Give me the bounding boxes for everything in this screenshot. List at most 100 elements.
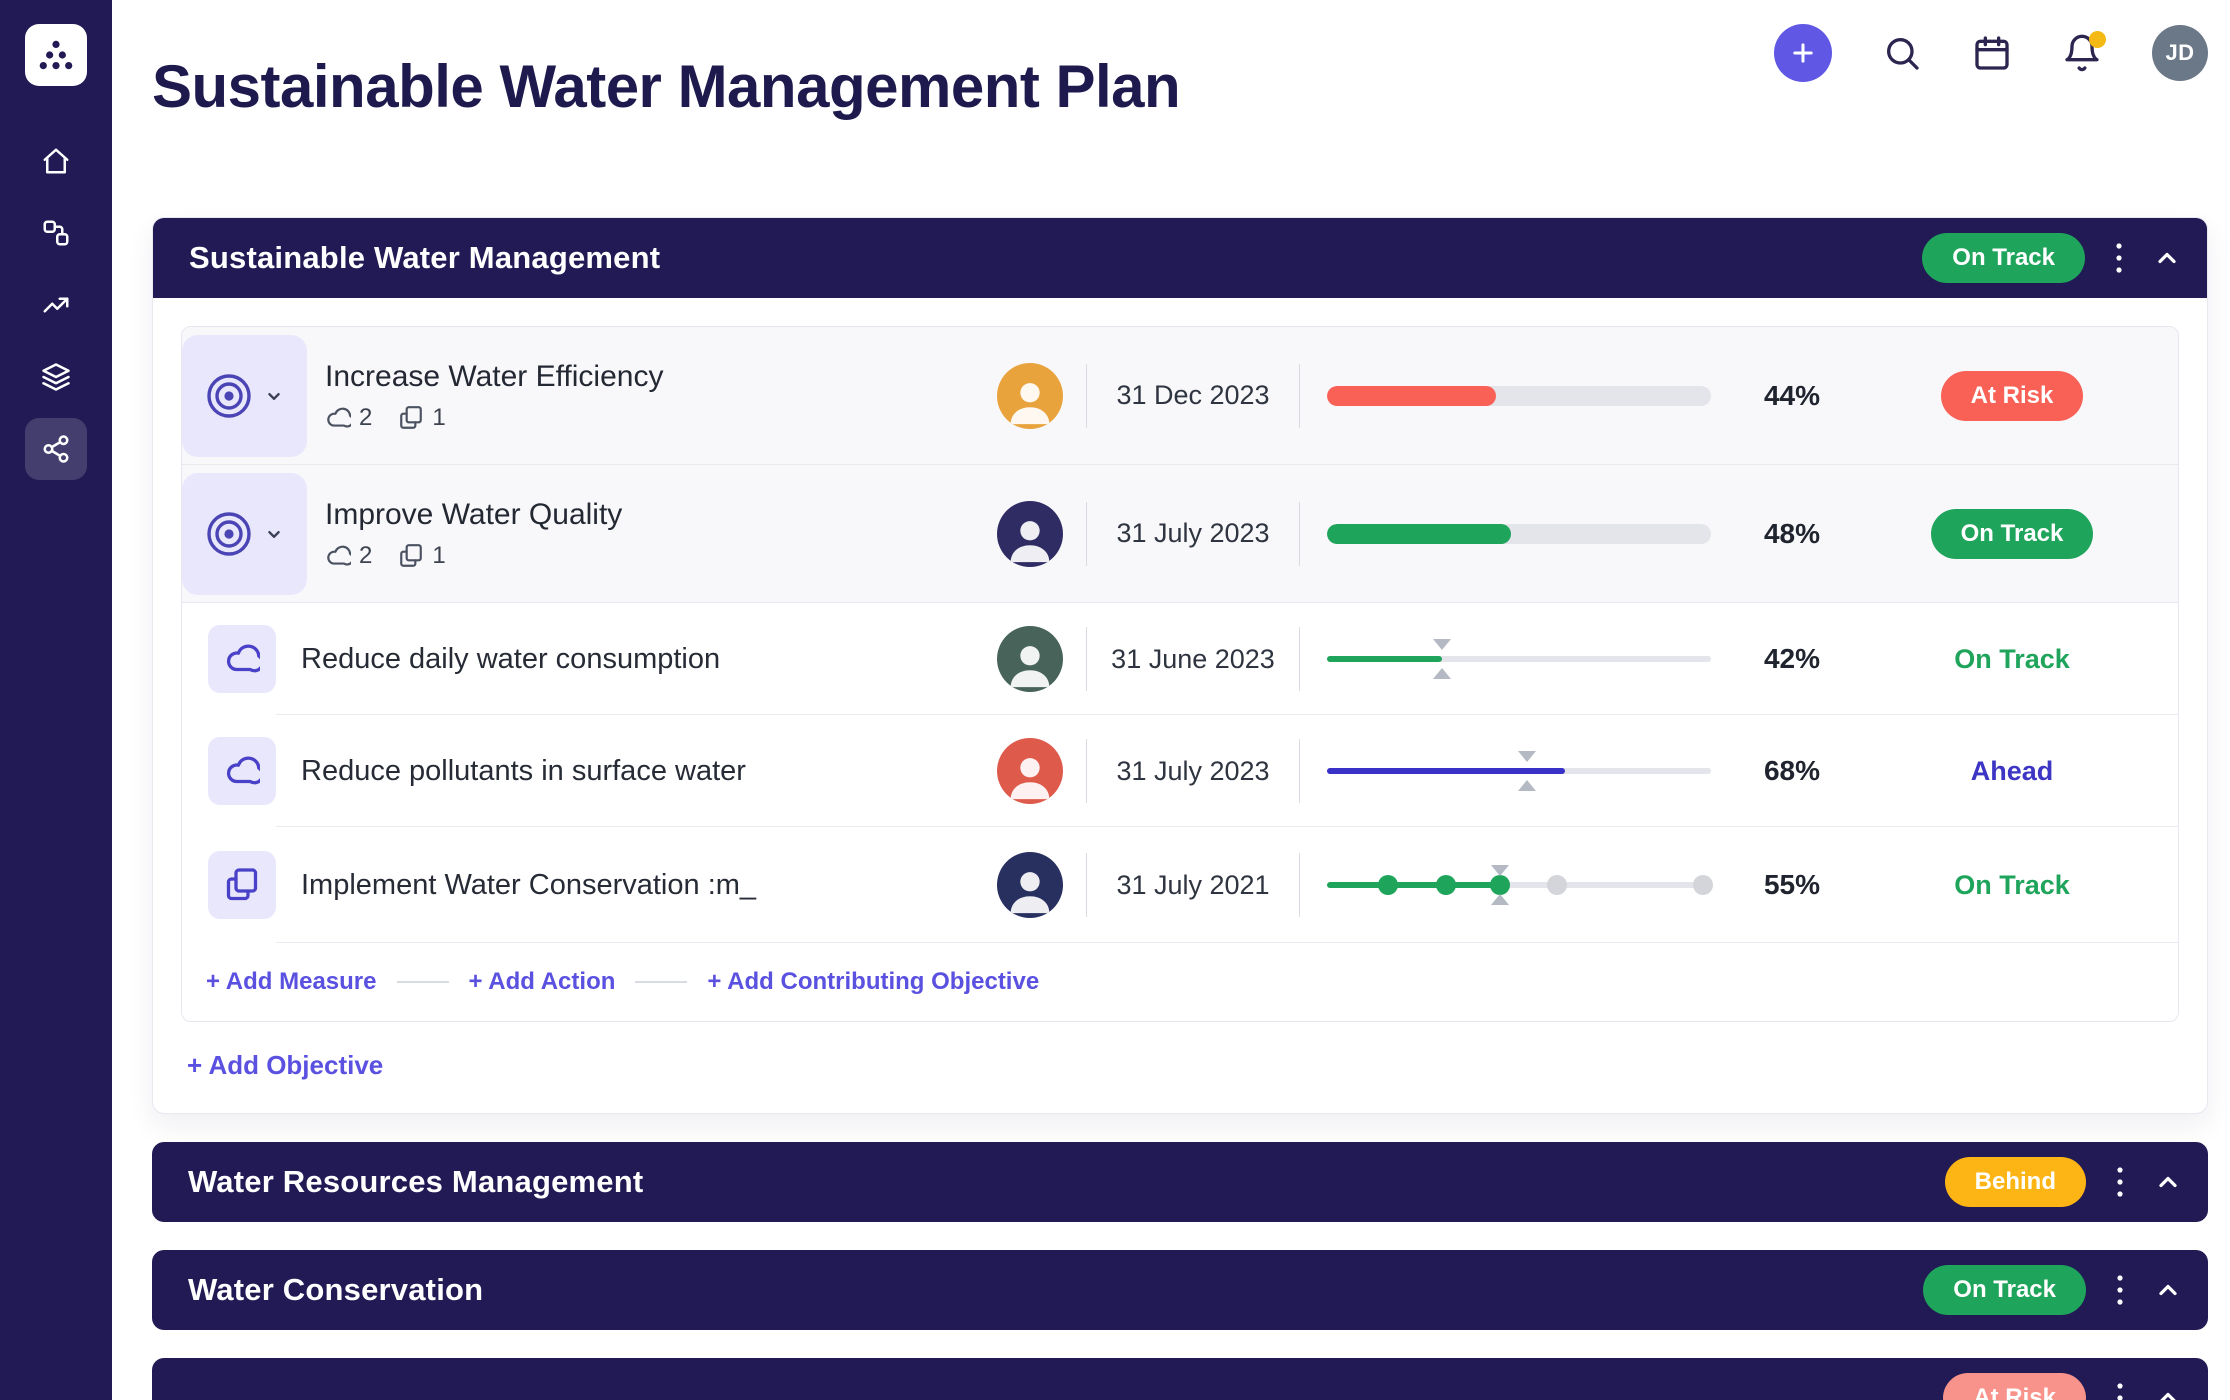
objective-expand-toggle[interactable] — [182, 472, 307, 595]
kebab-menu[interactable] — [2114, 1273, 2126, 1307]
add-button[interactable] — [1774, 24, 1832, 82]
objective-expand-toggle[interactable] — [182, 334, 307, 457]
sidebar-item-trends[interactable] — [25, 274, 87, 336]
sidebar — [0, 0, 112, 1400]
notifications-button[interactable] — [2062, 31, 2106, 73]
measure-title[interactable]: Reduce pollutants in surface water — [301, 754, 746, 787]
due-date[interactable]: 31 Dec 2023 — [1116, 380, 1270, 410]
collapse-toggle[interactable] — [2154, 1276, 2182, 1304]
section-header-water-resources-management[interactable]: Water Resources Management Behind — [152, 1142, 2208, 1222]
add-action-link[interactable]: + Add Action — [468, 968, 616, 995]
progress-percent: 44% — [1763, 379, 1821, 411]
collapse-toggle[interactable] — [2154, 1384, 2182, 1400]
chevron-down-icon — [263, 385, 285, 407]
owner-avatar[interactable] — [997, 738, 1063, 804]
measure-row: Reduce daily water consumption 31 June 2… — [182, 603, 2178, 715]
calendar-icon — [1975, 36, 2009, 70]
milestone-dot — [1693, 875, 1714, 895]
home-icon — [43, 148, 69, 174]
due-date[interactable]: 31 July 2023 — [1116, 518, 1270, 548]
status-text[interactable]: On Track — [1954, 869, 2070, 900]
collapse-toggle[interactable] — [2154, 1168, 2182, 1196]
section-header-bottom[interactable]: At Risk — [152, 1358, 2208, 1400]
sidebar-item-layers[interactable] — [25, 346, 87, 408]
rows-container: Increase Water Efficiency 2 1 — [181, 326, 2179, 1022]
status-badge[interactable]: On Track — [1930, 508, 2094, 559]
due-date[interactable]: 31 July 2023 — [1116, 755, 1270, 786]
chevron-down-icon — [263, 523, 285, 545]
hierarchy-icon — [43, 220, 69, 246]
sidebar-item-hierarchy[interactable] — [25, 202, 87, 264]
owner-avatar[interactable] — [997, 362, 1063, 429]
layers-icon — [42, 363, 70, 391]
section-header-water-conservation[interactable]: Water Conservation On Track — [152, 1250, 2208, 1330]
status-text[interactable]: Ahead — [1970, 755, 2054, 786]
progress-fill — [1327, 882, 1500, 888]
action-icon-box[interactable] — [208, 851, 276, 919]
column-divider — [1086, 627, 1087, 691]
measure-icon-box[interactable] — [208, 737, 276, 805]
column-divider — [1086, 739, 1087, 803]
owner-avatar[interactable] — [997, 852, 1063, 918]
objective-title[interactable]: Increase Water Efficiency — [325, 359, 664, 393]
measure-icon-box[interactable] — [208, 625, 276, 693]
cloud-icon — [226, 644, 260, 673]
notification-badge — [2089, 31, 2106, 48]
column-divider — [1299, 853, 1300, 917]
measure-title[interactable]: Reduce daily water consumption — [301, 642, 721, 675]
copy-icon — [226, 868, 258, 901]
measure-row: Reduce pollutants in surface water 31 Ju… — [182, 715, 2178, 827]
milestone-line — [1327, 865, 1714, 905]
status-badge[interactable]: On Track — [1923, 1265, 2086, 1315]
milestone-dot — [1547, 875, 1568, 895]
status-badge[interactable]: At Risk — [1943, 1373, 2086, 1400]
plus-icon — [1793, 43, 1813, 63]
kebab-menu[interactable] — [2114, 1165, 2126, 1199]
section-header-sustainable-water-management[interactable]: Sustainable Water Management On Track — [153, 218, 2207, 298]
add-measure-link[interactable]: + Add Measure — [206, 968, 377, 995]
collapse-toggle[interactable] — [2153, 244, 2181, 272]
chevron-up-icon — [2159, 1176, 2177, 1188]
kebab-icon — [2116, 243, 2122, 273]
status-badge[interactable]: On Track — [1922, 233, 2085, 283]
milestone-dot — [1436, 875, 1457, 895]
status-badge[interactable]: Behind — [1944, 1157, 2086, 1207]
measure-count: 2 — [325, 542, 372, 570]
person-icon — [1010, 520, 1050, 562]
milestone-dot — [1489, 875, 1510, 895]
sidebar-item-home[interactable] — [25, 130, 87, 192]
add-contributing-objective-link[interactable]: + Add Contributing Objective — [707, 968, 1040, 995]
objective-title[interactable]: Improve Water Quality — [325, 497, 623, 531]
person-icon — [1010, 382, 1050, 424]
section-body: Increase Water Efficiency 2 1 — [153, 298, 2207, 1113]
kebab-icon — [2117, 1275, 2123, 1305]
kebab-menu[interactable] — [2114, 1381, 2126, 1400]
status-badge[interactable]: At Risk — [1940, 370, 2084, 421]
due-date[interactable]: 31 July 2021 — [1116, 869, 1270, 900]
topbar: Sustainable Water Management Plan — [152, 0, 2208, 121]
kebab-icon — [2117, 1167, 2123, 1197]
chevron-up-icon — [2158, 252, 2176, 264]
add-objective-link[interactable]: + Add Objective — [187, 1050, 384, 1080]
action-title[interactable]: Implement Water Conservation :m_ — [301, 868, 757, 901]
search-icon — [1887, 38, 1919, 70]
progress-fill — [1327, 385, 1496, 406]
action-count: 1 — [398, 542, 446, 570]
search-button[interactable] — [1882, 33, 1922, 73]
section-card: Sustainable Water Management On Track — [152, 217, 2208, 1114]
kebab-menu[interactable] — [2113, 241, 2125, 275]
due-date[interactable]: 31 June 2023 — [1111, 643, 1275, 674]
cloud-icon — [327, 545, 351, 566]
section-title: Water Conservation — [188, 1272, 484, 1307]
column-divider — [1299, 627, 1300, 691]
trending-up-icon — [43, 297, 69, 313]
status-text[interactable]: On Track — [1954, 643, 2070, 674]
owner-avatar[interactable] — [997, 626, 1063, 692]
app-logo[interactable] — [25, 24, 87, 86]
progress-line — [1327, 751, 1711, 791]
calendar-button[interactable] — [1972, 33, 2012, 73]
owner-avatar[interactable] — [997, 500, 1063, 567]
sidebar-item-network[interactable] — [25, 418, 87, 480]
user-avatar[interactable]: JD — [2152, 25, 2208, 81]
